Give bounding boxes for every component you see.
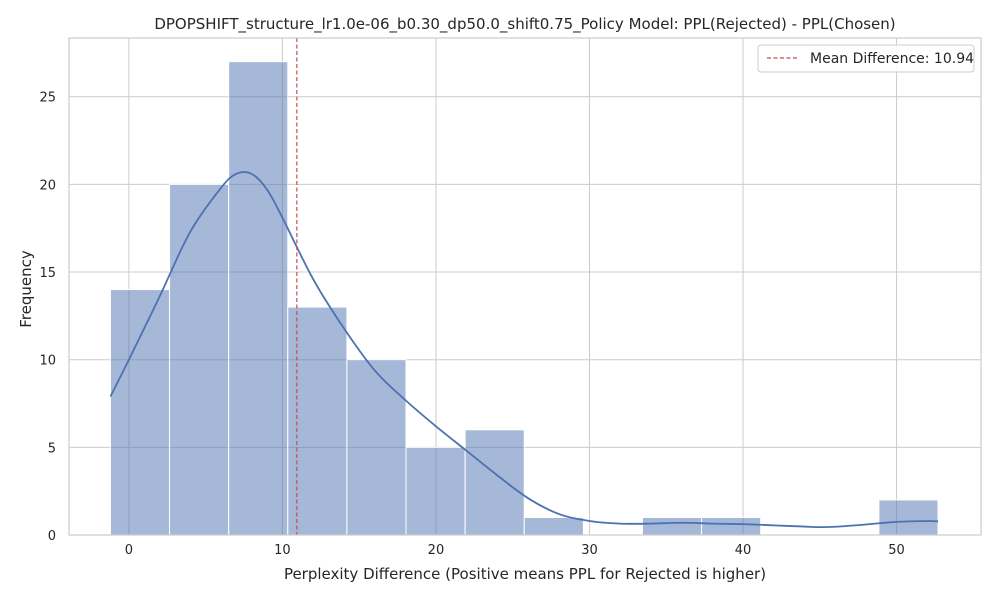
kde-layer xyxy=(109,171,939,529)
x-tick-label: 30 xyxy=(581,543,598,558)
histogram-bar xyxy=(878,499,939,536)
x-tick-label: 0 xyxy=(125,543,133,558)
histogram-bar xyxy=(405,446,466,536)
histogram-bar xyxy=(287,306,348,536)
chart-title: DPOPSHIFT_structure_lr1.0e-06_b0.30_dp50… xyxy=(154,15,895,34)
histogram-bar xyxy=(641,516,703,536)
x-axis-label: Perplexity Difference (Positive means PP… xyxy=(284,565,766,583)
axes-frame xyxy=(68,37,982,536)
y-axis-label: Frequency xyxy=(17,250,35,328)
y-tick-label: 25 xyxy=(39,91,56,106)
y-tick-label: 0 xyxy=(48,529,56,544)
y-tick-label: 10 xyxy=(39,354,56,369)
histogram-bar xyxy=(346,359,407,536)
x-tick-label: 50 xyxy=(888,543,905,558)
histogram-bar xyxy=(464,429,525,536)
histogram-bar xyxy=(523,516,584,536)
legend-mean-label: Mean Difference: 10.94 xyxy=(810,51,974,67)
ticks-layer: 0 10 20 30 40 50 0 5 10 15 20 25 xyxy=(39,91,904,558)
histogram-bar xyxy=(109,289,171,536)
kde-curve xyxy=(109,171,939,529)
x-tick-label: 20 xyxy=(428,543,445,558)
x-tick-label: 40 xyxy=(735,543,752,558)
axes-layer xyxy=(68,37,982,536)
x-tick-label: 10 xyxy=(274,543,291,558)
histogram-bar xyxy=(228,61,289,536)
y-tick-label: 20 xyxy=(39,178,56,193)
histogram-bar xyxy=(701,516,762,536)
bars-layer xyxy=(109,61,939,536)
legend-box xyxy=(757,44,975,73)
histogram-bar xyxy=(169,183,230,536)
y-tick-label: 5 xyxy=(48,441,56,456)
legend: Mean Difference: 10.94 xyxy=(757,44,975,73)
y-tick-label: 15 xyxy=(39,266,56,281)
